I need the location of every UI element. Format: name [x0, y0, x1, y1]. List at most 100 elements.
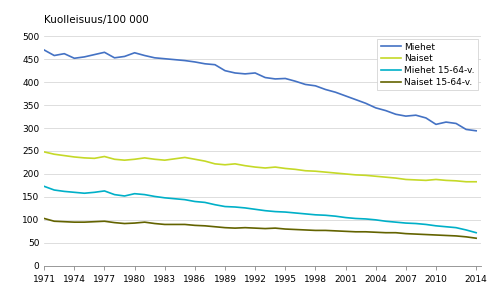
- Naiset 15-64-v.: [433, 233, 439, 237]
- Miehet: [252, 71, 258, 75]
- Miehet 15-64-v.: [71, 191, 77, 194]
- Miehet: [61, 52, 67, 56]
- Miehet 15-64-v.: [292, 211, 298, 215]
- Miehet 15-64-v.: [202, 201, 208, 204]
- Miehet: [423, 116, 429, 120]
- Naiset: [132, 157, 137, 161]
- Miehet 15-64-v.: [142, 193, 148, 196]
- Naiset 15-64-v.: [363, 230, 369, 234]
- Naiset 15-64-v.: [82, 220, 87, 224]
- Miehet: [273, 77, 278, 81]
- Miehet: [323, 88, 328, 91]
- Miehet: [433, 123, 439, 126]
- Naiset 15-64-v.: [413, 232, 419, 236]
- Naiset 15-64-v.: [273, 226, 278, 230]
- Naiset: [292, 168, 298, 171]
- Naiset 15-64-v.: [102, 220, 108, 223]
- Miehet: [292, 79, 298, 83]
- Miehet: [353, 98, 358, 101]
- Miehet: [82, 55, 87, 59]
- Naiset 15-64-v.: [473, 236, 479, 240]
- Naiset: [383, 175, 389, 179]
- Naiset 15-64-v.: [393, 231, 399, 235]
- Line: Miehet 15-64-v.: Miehet 15-64-v.: [44, 186, 476, 233]
- Miehet 15-64-v.: [403, 221, 409, 225]
- Naiset 15-64-v.: [222, 226, 228, 230]
- Miehet 15-64-v.: [232, 205, 238, 209]
- Miehet: [282, 77, 288, 80]
- Naiset: [413, 178, 419, 182]
- Miehet: [473, 129, 479, 133]
- Naiset: [353, 173, 358, 177]
- Miehet: [192, 60, 198, 64]
- Naiset: [343, 172, 349, 176]
- Miehet: [343, 94, 349, 98]
- Miehet: [332, 90, 338, 94]
- Miehet 15-64-v.: [423, 223, 429, 226]
- Miehet 15-64-v.: [463, 228, 469, 232]
- Naiset 15-64-v.: [353, 230, 358, 234]
- Miehet: [152, 56, 158, 59]
- Naiset: [172, 157, 178, 161]
- Miehet 15-64-v.: [433, 224, 439, 228]
- Miehet: [222, 69, 228, 72]
- Naiset 15-64-v.: [383, 231, 389, 235]
- Miehet: [71, 56, 77, 60]
- Naiset: [202, 159, 208, 163]
- Naiset: [61, 154, 67, 157]
- Naiset: [111, 157, 117, 161]
- Naiset: [212, 162, 218, 166]
- Naiset: [373, 175, 379, 178]
- Naiset: [262, 166, 268, 170]
- Miehet: [262, 76, 268, 79]
- Naiset: [332, 171, 338, 175]
- Miehet 15-64-v.: [162, 196, 168, 200]
- Miehet 15-64-v.: [262, 209, 268, 213]
- Line: Naiset: Naiset: [44, 152, 476, 182]
- Naiset 15-64-v.: [41, 217, 47, 220]
- Miehet 15-64-v.: [443, 225, 449, 229]
- Miehet: [363, 101, 369, 105]
- Naiset: [122, 158, 128, 162]
- Naiset 15-64-v.: [142, 220, 148, 224]
- Miehet: [182, 59, 188, 63]
- Naiset 15-64-v.: [443, 234, 449, 237]
- Miehet: [111, 56, 117, 59]
- Miehet: [242, 72, 248, 76]
- Naiset 15-64-v.: [423, 233, 429, 236]
- Naiset: [152, 157, 158, 161]
- Naiset: [403, 178, 409, 181]
- Naiset 15-64-v.: [172, 223, 178, 226]
- Naiset 15-64-v.: [312, 229, 318, 232]
- Miehet: [102, 50, 108, 54]
- Naiset 15-64-v.: [252, 226, 258, 230]
- Naiset 15-64-v.: [91, 220, 97, 223]
- Naiset: [142, 156, 148, 160]
- Naiset 15-64-v.: [122, 222, 128, 225]
- Naiset 15-64-v.: [132, 221, 137, 225]
- Naiset: [463, 180, 469, 184]
- Naiset 15-64-v.: [262, 227, 268, 230]
- Miehet 15-64-v.: [252, 207, 258, 211]
- Naiset 15-64-v.: [61, 220, 67, 223]
- Naiset 15-64-v.: [162, 223, 168, 226]
- Line: Naiset 15-64-v.: Naiset 15-64-v.: [44, 218, 476, 238]
- Naiset 15-64-v.: [343, 230, 349, 233]
- Miehet: [453, 122, 459, 125]
- Naiset: [252, 165, 258, 169]
- Miehet 15-64-v.: [111, 193, 117, 196]
- Miehet: [122, 55, 128, 58]
- Naiset: [182, 156, 188, 159]
- Naiset: [91, 156, 97, 160]
- Miehet 15-64-v.: [363, 217, 369, 221]
- Naiset 15-64-v.: [463, 235, 469, 239]
- Miehet 15-64-v.: [323, 214, 328, 217]
- Naiset 15-64-v.: [282, 227, 288, 231]
- Miehet: [443, 120, 449, 124]
- Naiset 15-64-v.: [242, 226, 248, 230]
- Naiset 15-64-v.: [232, 226, 238, 230]
- Miehet: [51, 54, 57, 57]
- Naiset 15-64-v.: [292, 228, 298, 231]
- Miehet 15-64-v.: [453, 226, 459, 230]
- Naiset 15-64-v.: [212, 225, 218, 229]
